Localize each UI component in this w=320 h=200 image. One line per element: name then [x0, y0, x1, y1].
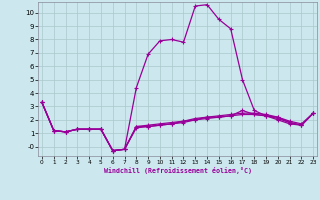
X-axis label: Windchill (Refroidissement éolien,°C): Windchill (Refroidissement éolien,°C)	[104, 167, 252, 174]
